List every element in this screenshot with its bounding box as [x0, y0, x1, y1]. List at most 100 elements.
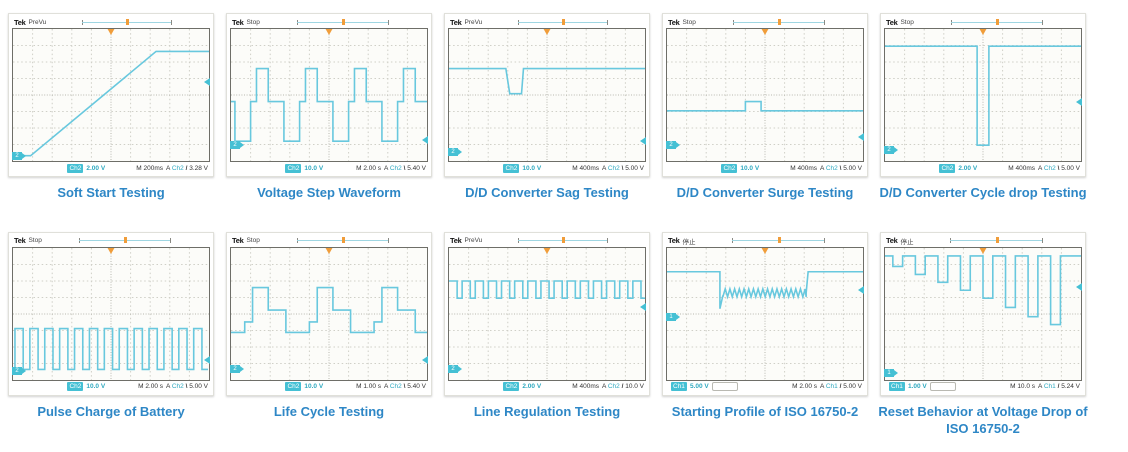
trigger-slope-icon: / — [621, 383, 624, 391]
scope-caption: Soft Start Testing — [57, 185, 165, 200]
channel-digit: 2 — [887, 147, 891, 154]
trigger-readout: A Ch2 \ 5.00 V — [1038, 165, 1080, 172]
waveform-trace — [449, 281, 645, 298]
timebase-readout: M 400ms — [1008, 164, 1036, 172]
trigger-readout: A Ch1 / 5.24 V — [1038, 383, 1080, 390]
scope-caption: Pulse Charge of Battery — [37, 403, 185, 419]
volts-per-div-readout: 10.0 V — [740, 164, 760, 172]
scope-screen: 2 — [12, 246, 210, 381]
channel-ground-marker-icon: 2 — [230, 365, 244, 374]
scope-caption: Life Cycle Testing — [273, 403, 385, 419]
trigger-slope-icon: \ — [185, 383, 188, 391]
waveform-plot — [449, 247, 645, 380]
channel-chip: Ch2 — [285, 382, 302, 392]
trigger-prefix: A — [1038, 164, 1043, 172]
trigger-slope-icon: \ — [1057, 164, 1060, 172]
trigger-position-marker-icon — [107, 247, 115, 254]
trigger-slope-icon: \ — [839, 164, 842, 172]
acquisition-bar — [488, 18, 638, 26]
scope-header: Tek Stop — [12, 235, 210, 247]
trigger-position-marker-icon — [543, 247, 551, 254]
trigger-level-marker-icon — [636, 303, 646, 312]
scope-grid: Tek PreVu 2 Ch2 2.00 V M 200ms — [8, 13, 1088, 436]
timebase-readout: M 2.00 s — [138, 383, 164, 391]
channel-chip: Ch2 — [939, 163, 956, 173]
channel-digit: 1 — [669, 313, 673, 320]
trigger-readout: A Ch1 / 5.00 V — [820, 383, 862, 390]
trigger-readout: A Ch2 \ 5.00 V — [820, 165, 862, 172]
channel-chip: Ch2 — [285, 163, 302, 173]
timebase-readout: M 2.00 s — [792, 383, 818, 391]
volts-per-div-readout: 10.0 V — [304, 383, 324, 391]
waveform-trace — [231, 287, 427, 332]
waveform-plot — [885, 29, 1081, 161]
scope-status-bar: Ch2 10.0 V M 400ms A Ch2 \ 5.00 V — [448, 162, 646, 174]
scope-header: Tek PreVu — [12, 16, 210, 28]
trigger-readout: A Ch2 / 10.0 V — [602, 383, 644, 390]
volts-per-div-readout: 2.00 V — [522, 383, 542, 391]
channel-digit: 2 — [233, 366, 237, 373]
trigger-level: 5.00 V — [1061, 164, 1080, 172]
trigger-prefix: A — [166, 164, 171, 172]
trigger-position-top-icon — [126, 18, 130, 25]
trigger-prefix: A — [384, 383, 389, 391]
trigger-source: Ch1 — [1043, 383, 1056, 391]
oscilloscope-screenshot: Tek PreVu 2 Ch2 2.00 V M 200ms — [8, 13, 214, 177]
waveform-plot — [667, 247, 863, 380]
volts-per-div-readout: 2.00 V — [958, 164, 978, 172]
trigger-position-marker-icon — [107, 29, 115, 35]
trigger-level-marker-icon — [1072, 283, 1082, 292]
trigger-readout: A Ch2 \ 5.00 V — [166, 383, 208, 390]
trigger-level: 3.28 V — [189, 164, 208, 172]
scope-screen: 2 — [448, 246, 646, 381]
scope-tile: Tek PreVu 2 Ch2 2.00 V M 200ms — [8, 13, 214, 202]
acqbar-right-tick-icon — [388, 19, 390, 25]
trigger-slope-icon: / — [1057, 383, 1060, 391]
trigger-position-marker-icon — [543, 29, 551, 35]
acquisition-bar — [919, 237, 1074, 244]
trigger-position-marker-icon — [325, 29, 333, 35]
trigger-position-marker-icon — [325, 247, 333, 254]
scope-tile: Tek Stop 2 Ch2 10.0 V M 1.00 s — [226, 231, 432, 421]
channel-ground-marker-icon: 2 — [12, 151, 26, 160]
channel-chip: Ch2 — [721, 163, 738, 173]
channel-digit: 2 — [451, 366, 455, 373]
graticule-grid — [667, 29, 863, 161]
scope-screen: 2 — [666, 28, 864, 162]
trigger-source: Ch2 — [389, 383, 402, 391]
waveform-plot — [231, 29, 427, 161]
tek-logo: Tek — [450, 236, 462, 246]
oscilloscope-screenshot: Tek Stop 2 Ch2 10.0 V M 2.00 s — [226, 13, 432, 177]
timebase-readout: M 1.00 s — [356, 383, 382, 391]
channel-chip: Ch1 — [889, 382, 905, 392]
trigger-readout: A Ch2 / 3.28 V — [166, 165, 208, 172]
trigger-position-marker-icon — [761, 29, 769, 35]
acquisition-state: Stop — [682, 18, 696, 26]
trigger-level-marker-icon — [418, 356, 428, 365]
trigger-position-marker-icon — [979, 247, 987, 254]
acqbar-right-tick-icon — [1042, 19, 1044, 25]
trigger-prefix: A — [1038, 383, 1043, 391]
acquisition-state: PreVu — [28, 18, 47, 26]
aux-readout-box — [711, 382, 738, 392]
timebase-readout: M 10.0 s — [1010, 383, 1036, 391]
tek-logo: Tek — [232, 236, 244, 246]
scope-screen: 2 — [230, 246, 428, 381]
acquisition-state: Stop — [900, 18, 914, 26]
acquisition-state: 停止 — [900, 238, 914, 246]
channel-digit: 2 — [233, 142, 237, 149]
acquisition-bar — [701, 237, 856, 244]
oscilloscope-screenshot: Tek 停止 1 Ch1 5.00 V M 2.00 s — [662, 231, 868, 396]
trigger-level: 5.00 V — [625, 164, 644, 172]
scope-screen: 2 — [230, 28, 428, 162]
tek-logo: Tek — [450, 17, 462, 27]
acqbar-right-tick-icon — [170, 238, 172, 244]
trigger-level-marker-icon — [1072, 97, 1082, 106]
trigger-level: 5.00 V — [843, 383, 862, 391]
trigger-source: Ch2 — [389, 164, 402, 172]
acqbar-right-tick-icon — [171, 19, 173, 25]
scope-caption: Voltage Step Waveform — [257, 185, 401, 200]
channel-ground-marker-icon: 2 — [448, 147, 462, 156]
trigger-readout: A Ch2 \ 5.40 V — [384, 165, 426, 172]
trigger-prefix: A — [820, 383, 825, 391]
